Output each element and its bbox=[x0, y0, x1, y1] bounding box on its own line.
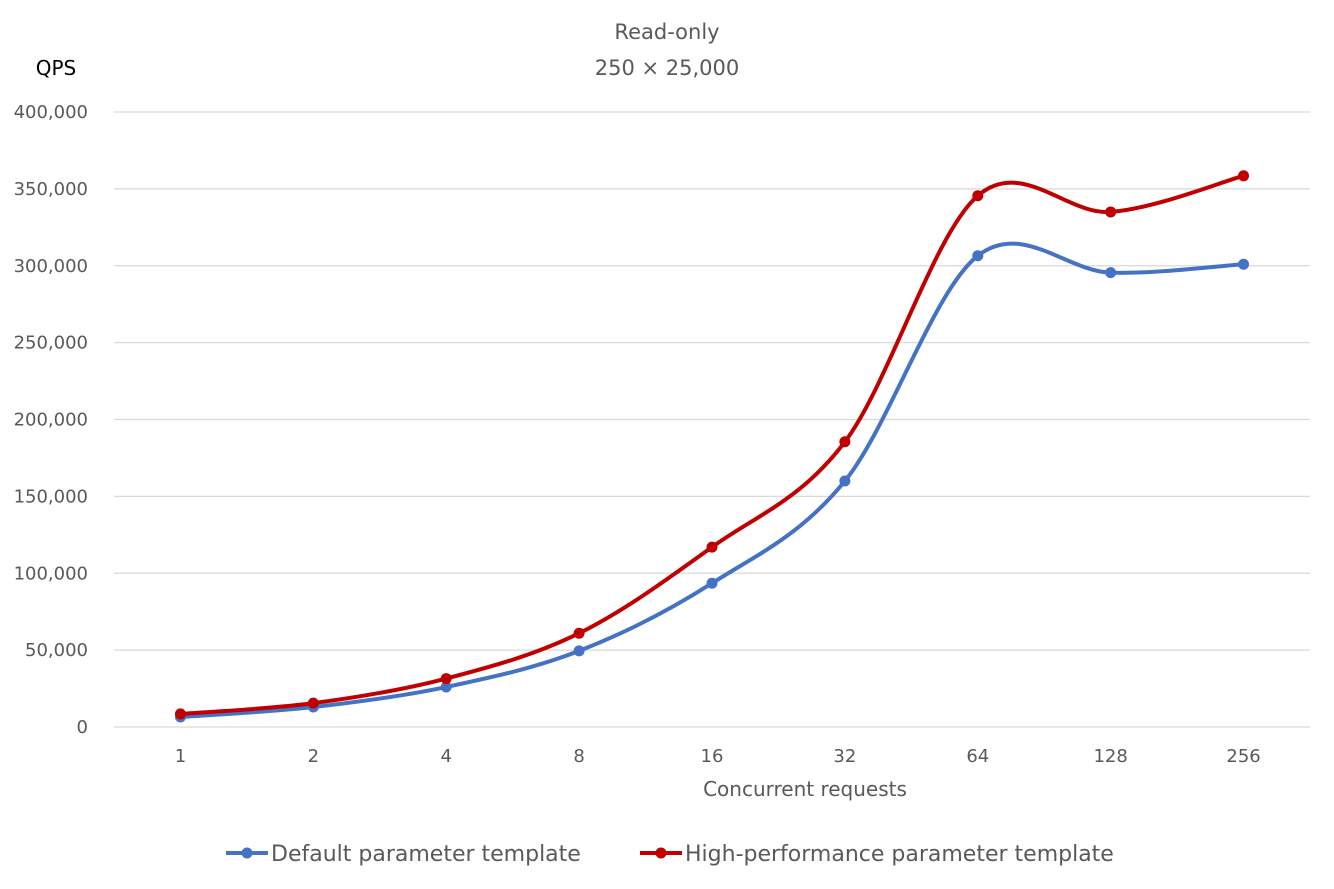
data-point bbox=[440, 681, 452, 693]
y-tick-label: 50,000 bbox=[25, 640, 88, 661]
legend-marker bbox=[655, 847, 667, 859]
y-tick-label: 150,000 bbox=[14, 486, 88, 507]
x-tick-label: 256 bbox=[1226, 746, 1260, 767]
y-tick-label: 200,000 bbox=[14, 410, 88, 431]
series-lines bbox=[174, 170, 1250, 723]
data-point bbox=[1238, 170, 1250, 182]
series-line bbox=[178, 173, 1246, 716]
series-high-performance bbox=[174, 170, 1250, 720]
series-line bbox=[178, 241, 1246, 720]
y-tick-label: 100,000 bbox=[14, 563, 88, 584]
x-tick-label: 16 bbox=[701, 746, 724, 767]
data-point bbox=[573, 645, 585, 657]
y-tick-label: 300,000 bbox=[14, 256, 88, 277]
y-tick-label: 0 bbox=[77, 717, 88, 738]
x-tick-label: 1 bbox=[175, 746, 186, 767]
legend-entry: Default parameter template bbox=[226, 842, 581, 867]
legend-label: Default parameter template bbox=[271, 842, 581, 867]
x-tick-label: 2 bbox=[308, 746, 319, 767]
gridlines bbox=[114, 111, 1310, 728]
x-tick-label: 64 bbox=[966, 746, 989, 767]
legend-marker bbox=[241, 847, 253, 859]
chart-title: Read-only bbox=[614, 20, 719, 44]
data-point bbox=[839, 475, 851, 487]
data-point bbox=[440, 673, 452, 685]
y-tick-label: 250,000 bbox=[14, 333, 88, 354]
x-axis-label: Concurrent requests bbox=[703, 777, 907, 801]
chart-subtitle: 250 × 25,000 bbox=[595, 56, 740, 80]
data-point bbox=[174, 708, 186, 720]
data-point bbox=[1105, 206, 1117, 218]
data-point bbox=[1105, 267, 1117, 279]
y-axis-ticks: 0 50,000 100,000 150,000 200,000 250,000 300,0… bbox=[14, 102, 88, 738]
data-point bbox=[1238, 258, 1250, 270]
y-tick-label: 350,000 bbox=[14, 179, 88, 200]
y-axis-label: QPS bbox=[36, 56, 77, 80]
data-point bbox=[706, 577, 718, 589]
data-point bbox=[972, 190, 984, 202]
data-point bbox=[972, 250, 984, 262]
x-tick-label: 8 bbox=[573, 746, 584, 767]
data-point bbox=[307, 697, 319, 709]
legend-entry: High-performance parameter template bbox=[640, 842, 1114, 867]
legend-label: High-performance parameter template bbox=[685, 842, 1114, 867]
x-tick-label: 32 bbox=[833, 746, 856, 767]
y-tick-label: 400,000 bbox=[14, 102, 88, 123]
x-tick-label: 128 bbox=[1093, 746, 1127, 767]
x-axis-ticks: 1 2 4 8 16 32 64 128 256 bbox=[175, 746, 1261, 767]
data-point bbox=[573, 627, 585, 639]
data-point bbox=[839, 436, 851, 448]
legend: Default parameter template High-performan… bbox=[226, 842, 1114, 867]
x-tick-label: 4 bbox=[440, 746, 451, 767]
data-point bbox=[706, 541, 718, 553]
